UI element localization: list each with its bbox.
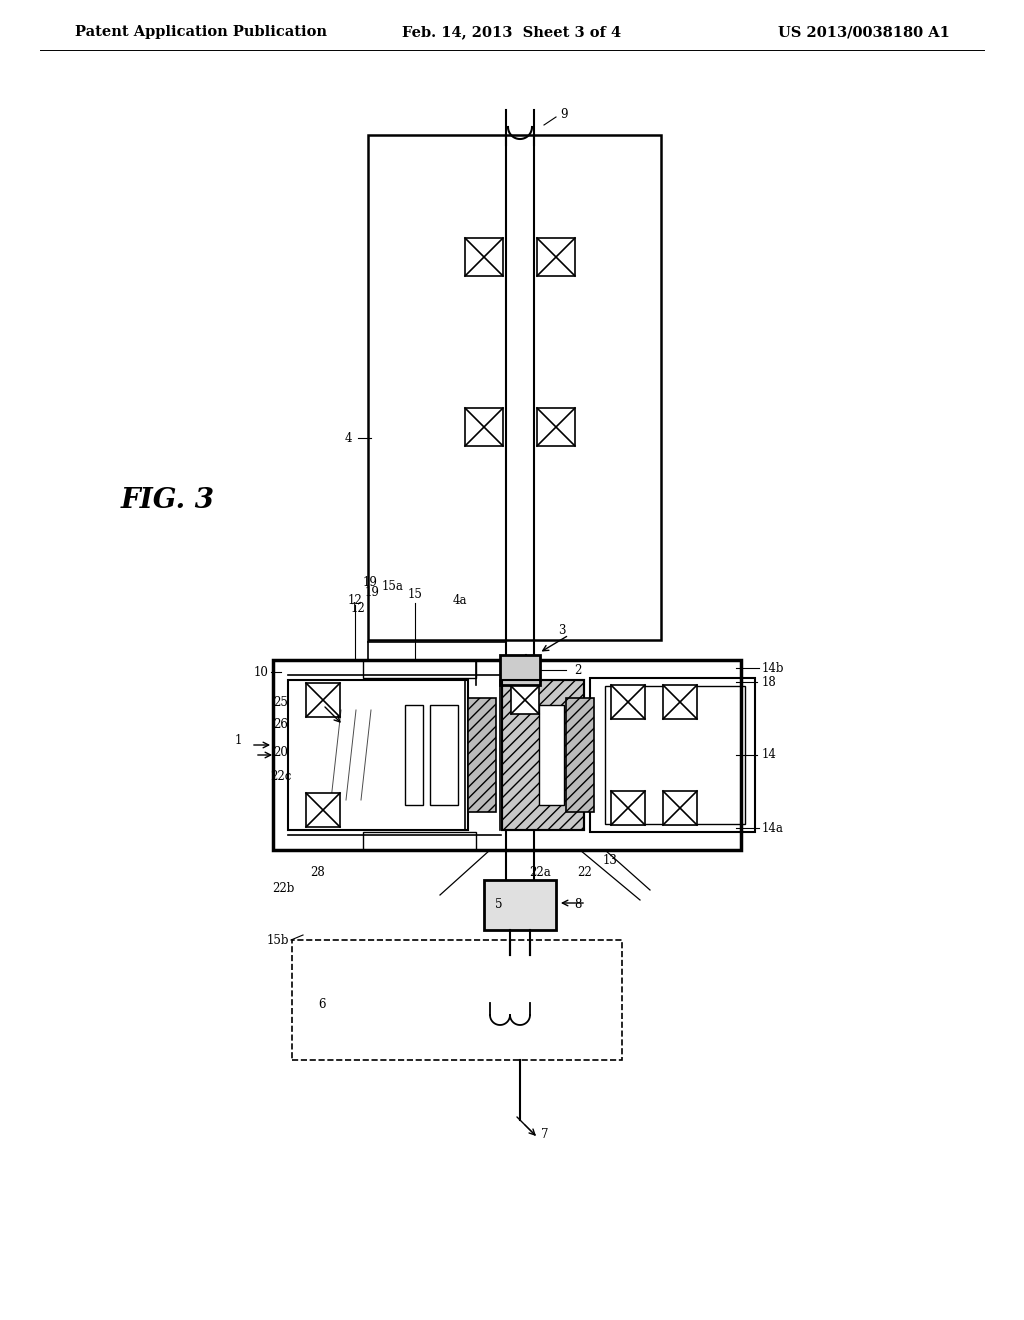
Bar	[605, 686, 745, 824]
Text: 14b: 14b	[762, 661, 784, 675]
Text: 15a: 15a	[382, 581, 403, 594]
Bar	[537, 408, 575, 446]
Bar	[663, 685, 697, 719]
Text: FIG. 3: FIG. 3	[121, 487, 215, 513]
Bar	[362, 660, 476, 678]
Bar	[306, 793, 340, 828]
Bar	[511, 686, 539, 714]
Text: 19: 19	[362, 577, 378, 590]
Text: 22: 22	[578, 866, 592, 879]
Text: 26: 26	[273, 718, 289, 731]
Text: 5: 5	[496, 899, 503, 912]
Text: 20: 20	[273, 746, 289, 759]
Text: 7: 7	[542, 1129, 549, 1142]
Text: 22c: 22c	[270, 771, 292, 784]
Bar	[362, 832, 476, 850]
Bar	[306, 682, 340, 717]
Text: 19: 19	[365, 586, 380, 598]
Text: 2: 2	[574, 664, 582, 676]
Text: 9: 9	[560, 108, 567, 121]
Text: 13: 13	[602, 854, 617, 866]
Text: 14: 14	[762, 748, 776, 762]
Text: 28: 28	[310, 866, 326, 879]
Bar	[539, 705, 564, 805]
Bar	[468, 698, 496, 812]
Bar	[502, 680, 584, 830]
Text: 22b: 22b	[271, 882, 294, 895]
Bar	[292, 940, 622, 1060]
Text: 18: 18	[762, 676, 776, 689]
Bar	[590, 678, 755, 832]
Bar	[465, 238, 503, 276]
Text: 25: 25	[273, 696, 289, 709]
Bar	[465, 408, 503, 446]
Text: 1: 1	[234, 734, 242, 747]
Text: 14a: 14a	[762, 821, 784, 834]
Text: 12: 12	[347, 594, 362, 606]
Text: 12: 12	[350, 602, 366, 615]
Text: 8: 8	[574, 899, 582, 912]
Text: Patent Application Publication: Patent Application Publication	[75, 25, 327, 40]
Bar	[484, 880, 556, 931]
Text: US 2013/0038180 A1: US 2013/0038180 A1	[778, 25, 950, 40]
Text: 4: 4	[344, 432, 352, 445]
Bar	[430, 705, 458, 805]
Text: 6: 6	[318, 998, 326, 1011]
Bar	[611, 791, 645, 825]
Bar	[566, 698, 594, 812]
Bar	[288, 680, 468, 830]
Bar	[500, 655, 540, 685]
Text: 3: 3	[558, 623, 565, 636]
Text: Feb. 14, 2013  Sheet 3 of 4: Feb. 14, 2013 Sheet 3 of 4	[402, 25, 622, 40]
Bar	[502, 680, 584, 830]
Bar	[611, 685, 645, 719]
Text: 22a: 22a	[529, 866, 551, 879]
Bar	[406, 705, 423, 805]
Bar	[537, 238, 575, 276]
Bar	[663, 791, 697, 825]
Text: 4a: 4a	[453, 594, 467, 606]
Text: 15b: 15b	[266, 933, 289, 946]
Bar	[273, 660, 741, 850]
Text: 10: 10	[254, 665, 268, 678]
Text: 15: 15	[408, 589, 423, 602]
Bar	[368, 135, 662, 640]
